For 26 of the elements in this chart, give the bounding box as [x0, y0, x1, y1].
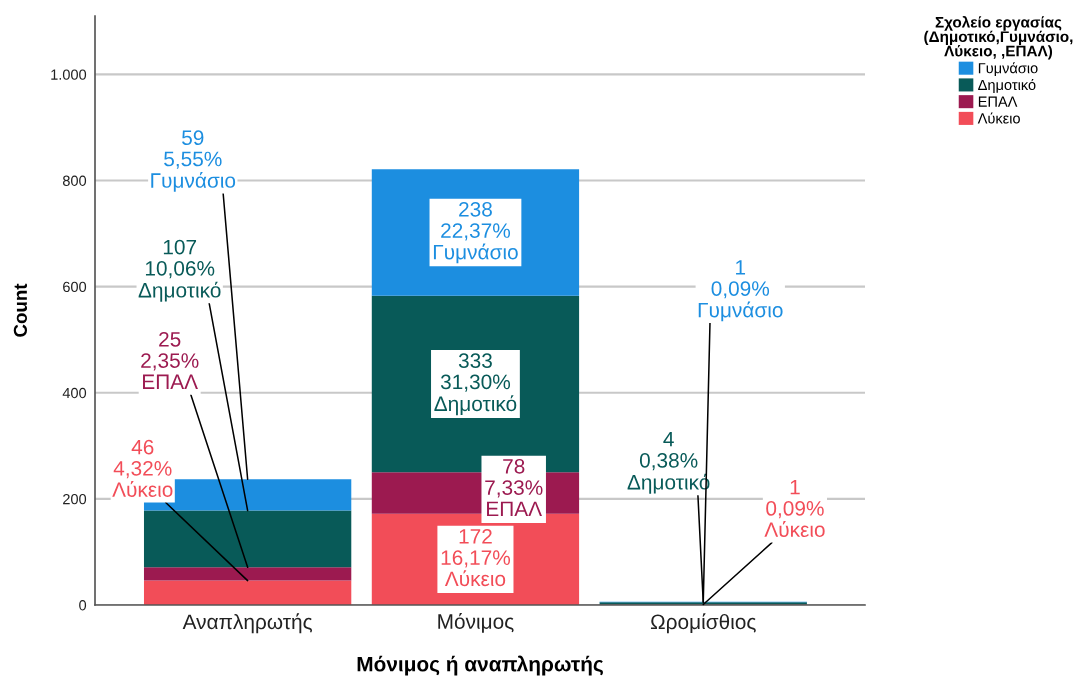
legend-title: Σχολείο εργασίας (Δημοτικό,Γυμνάσιο, Λύκειο, ,ΕΠΑΛ) [924, 16, 1073, 60]
data-label: 25 2,35% ΕΠΑΛ [141, 331, 199, 389]
x-tick-label: Αναπληρωτής [182, 613, 313, 634]
legend-label: Λύκειο [977, 112, 1020, 124]
y-tick-label: 0 [79, 600, 87, 611]
data-label: 46 4,32% Λύκειο [112, 439, 173, 497]
legend-label: Δημοτικό [978, 78, 1036, 93]
y-tick-label: 800 [62, 175, 87, 186]
data-label: 172 16,17% Λύκειο [441, 528, 511, 587]
y-tick-label: 400 [62, 387, 87, 399]
data-label: 59 5,55% Γυμνάσιο [151, 130, 236, 192]
x-tick-label: Μόνιμος [438, 613, 514, 633]
y-tick-label: 200 [63, 493, 87, 505]
data-label: 238 22,37% Γυμνάσιο [433, 201, 518, 264]
legend-label: Γυμνάσιο [978, 62, 1038, 76]
data-label: 1 0,09% Γυμνάσιο [698, 260, 783, 322]
x-axis-title: Μόνιμος ή αναπληρωτής [357, 655, 603, 676]
data-label: 1 0,09% Λύκειο [764, 479, 825, 537]
data-label: 107 10,06% Δημοτικό [138, 239, 221, 302]
y-tick-label: 600 [63, 281, 87, 293]
x-tick-label: Ωρομίσθιος [650, 613, 756, 634]
data-label: 333 31,30% Δημοτικό [434, 353, 517, 416]
y-axis-title: Count [13, 283, 28, 337]
data-label: 78 7,33% ΕΠΑΛ [485, 458, 543, 516]
y-tick-label: 1.000 [51, 69, 87, 80]
legend-label: ΕΠΑΛ [978, 96, 1018, 107]
